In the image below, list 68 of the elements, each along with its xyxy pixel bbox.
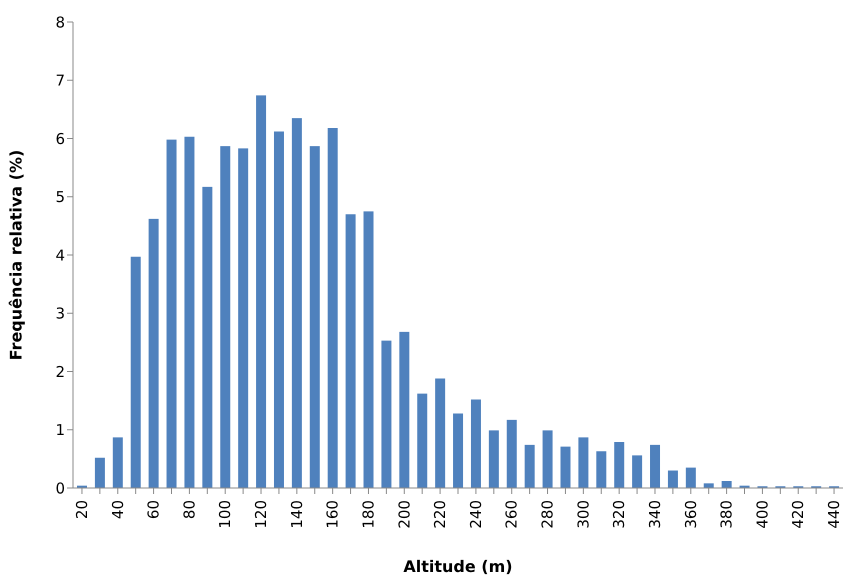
bar [328,128,338,488]
bar [238,148,248,488]
y-tick-label: 0 [55,479,65,498]
x-tick-label: 420 [789,500,808,529]
bar [614,442,624,488]
bar [560,446,570,488]
y-tick-label: 2 [55,362,65,381]
x-tick-label: 180 [359,500,378,529]
bar [274,132,284,488]
bar [292,118,302,488]
x-axis-title: Altitude (m) [403,557,513,576]
y-tick-label: 3 [55,304,65,323]
bar [668,470,678,488]
bar [148,218,159,488]
bar [112,437,123,488]
y-axis-title: Frequência relativa (%) [6,150,26,360]
bar [578,437,588,488]
x-tick-label: 380 [718,500,736,529]
bar [399,332,410,488]
x-tick-label: 240 [466,500,485,529]
bar [596,451,606,488]
bar [130,256,141,488]
bar [488,430,499,488]
bar [506,420,517,488]
bar [94,458,105,488]
x-tick-label: 400 [753,500,772,529]
bar [470,399,481,488]
y-tick-label: 7 [55,72,65,90]
y-tick-label: 8 [55,13,65,32]
y-tick-label: 4 [55,246,65,264]
x-tick-label: 360 [682,500,700,529]
bar [453,413,464,488]
bar [202,186,212,488]
x-tick-label: 80 [180,500,198,520]
x-tick-label: 60 [144,500,163,520]
bar [650,444,660,488]
x-tick-label: 40 [108,500,127,520]
y-tick-label: 6 [55,130,65,148]
bar [184,136,194,488]
bar [542,430,553,488]
x-tick-label: 440 [825,500,844,529]
bar [346,214,356,488]
y-tick-label: 1 [55,421,65,440]
bar [310,146,320,488]
bar [524,444,535,488]
x-tick-label: 100 [216,500,234,529]
bar [381,340,392,488]
x-tick-label: 300 [574,500,592,529]
x-tick-label: 280 [538,500,557,529]
x-tick-label: 140 [288,500,306,529]
bar [435,378,446,488]
x-tick-label: 20 [72,500,91,520]
x-tick-label: 340 [646,500,664,529]
bar [166,140,177,488]
bar [256,95,266,488]
x-tick-label: 260 [502,500,521,529]
y-tick-label: 5 [55,188,65,206]
bar [686,468,696,488]
bar [417,394,428,488]
bar [632,455,642,488]
x-tick-label: 160 [324,500,342,529]
bar [722,481,732,488]
x-tick-label: 220 [431,500,450,529]
bar [220,146,230,488]
x-tick-label: 120 [252,500,270,529]
bar [364,211,374,488]
x-tick-label: 200 [395,500,414,529]
x-tick-label: 320 [610,500,628,529]
